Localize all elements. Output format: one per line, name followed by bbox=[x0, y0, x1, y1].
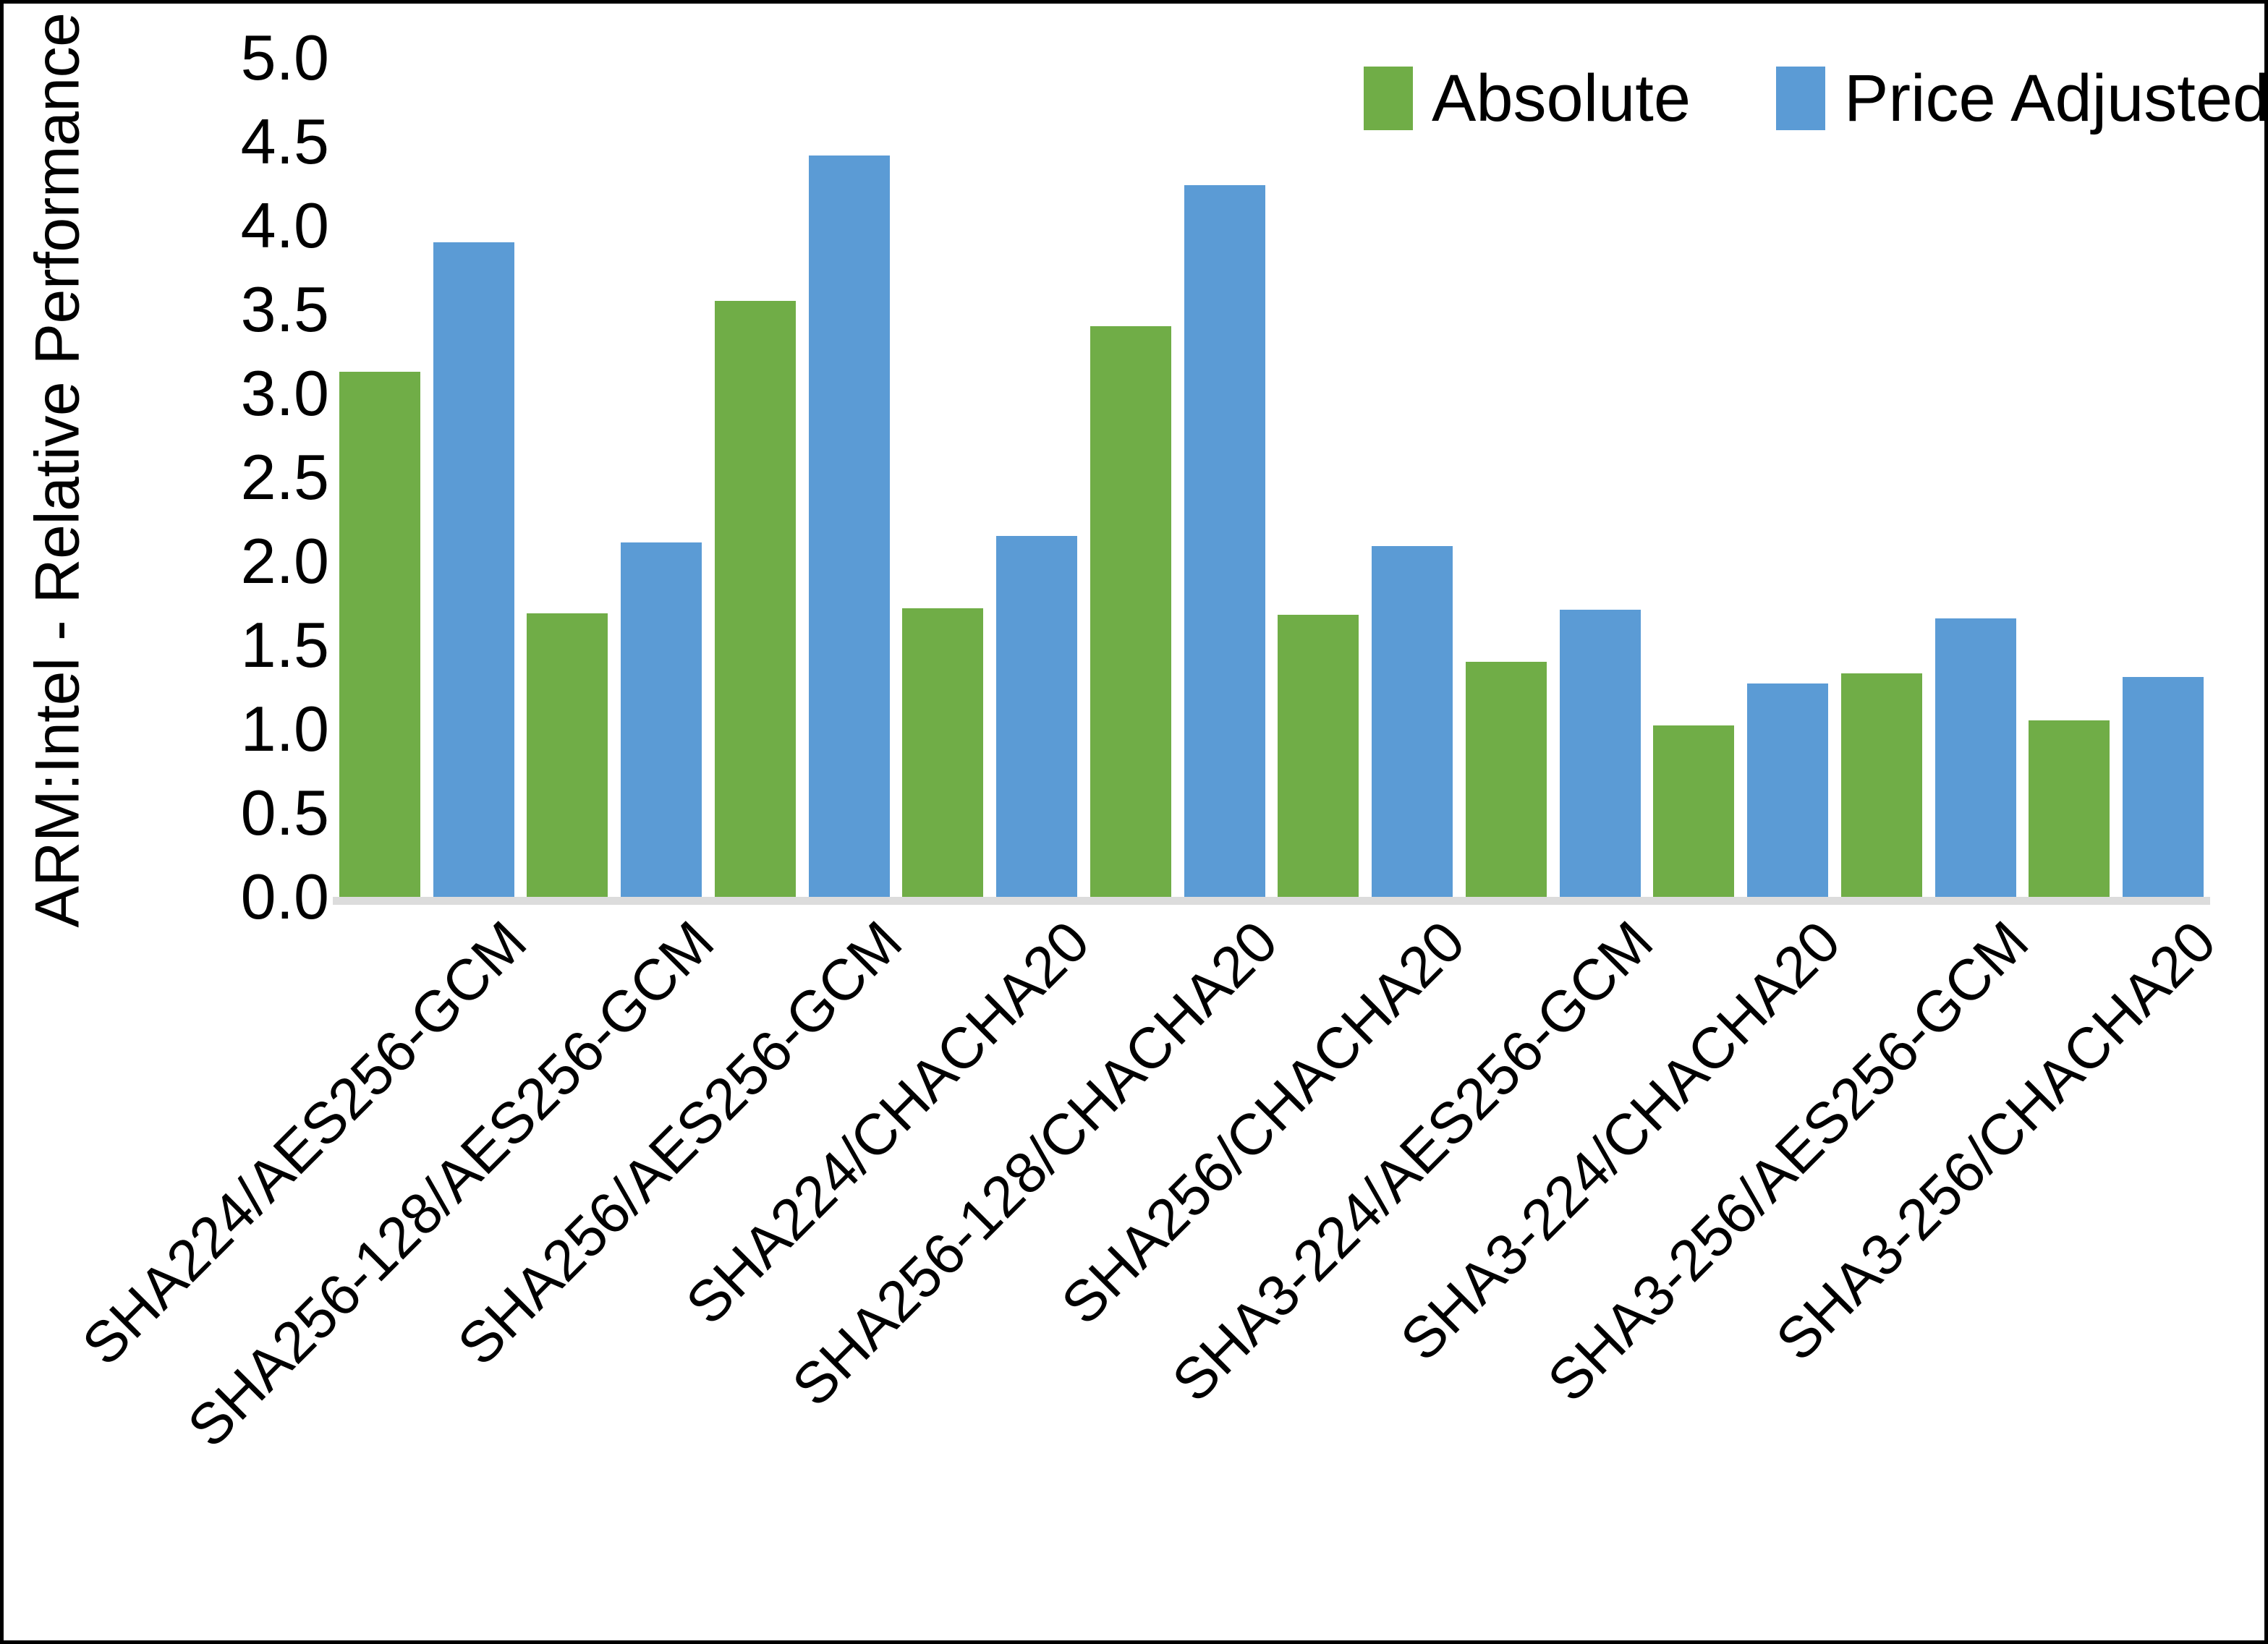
bar-price-adjusted[interactable] bbox=[1372, 546, 1453, 897]
legend-label: Price Adjusted bbox=[1844, 61, 2268, 135]
bar-group bbox=[1835, 58, 2023, 897]
bar-absolute[interactable] bbox=[2029, 720, 2110, 897]
bar-absolute[interactable] bbox=[1840, 673, 1922, 897]
y-axis-tick-label: 4.0 bbox=[240, 189, 329, 261]
bar-absolute[interactable] bbox=[1465, 662, 1547, 897]
bar-absolute[interactable] bbox=[339, 371, 420, 897]
bar-price-adjusted[interactable] bbox=[808, 155, 890, 897]
bar-absolute[interactable] bbox=[902, 608, 984, 897]
y-axis-tick-label: 1.0 bbox=[240, 693, 329, 764]
y-axis-tick-label: 2.5 bbox=[240, 441, 329, 513]
bar-price-adjusted[interactable] bbox=[433, 242, 514, 897]
bar-group bbox=[333, 58, 521, 897]
legend-color-swatch-icon bbox=[1364, 67, 1413, 130]
bar-absolute[interactable] bbox=[1278, 615, 1359, 897]
bar-price-adjusted[interactable] bbox=[2123, 677, 2204, 897]
y-axis-title-container: ARM:Intel - Relative Performance bbox=[4, 4, 112, 937]
bar-group bbox=[708, 58, 896, 897]
y-axis-tick-label: 3.0 bbox=[240, 357, 329, 429]
bar-absolute[interactable] bbox=[714, 301, 796, 897]
x-axis-category-labels: SHA224/AES256-GCM SHA256-128/AES256-GCM SH… bbox=[69, 908, 2227, 1635]
bar-price-adjusted[interactable] bbox=[1184, 185, 1265, 897]
legend-item[interactable]: Price Adjusted bbox=[1776, 65, 2268, 132]
bar-absolute[interactable] bbox=[1653, 725, 1735, 897]
plot-area bbox=[333, 58, 2211, 905]
bar-price-adjusted[interactable] bbox=[1559, 610, 1641, 897]
x-axis-line bbox=[333, 897, 2210, 905]
y-axis-title: ARM:Intel - Relative Performance bbox=[22, 12, 93, 928]
bar-group bbox=[2023, 58, 2211, 897]
bar-price-adjusted[interactable] bbox=[621, 542, 702, 897]
bar-price-adjusted[interactable] bbox=[1934, 618, 2016, 897]
bar-group bbox=[1459, 58, 1647, 897]
bar-absolute[interactable] bbox=[1090, 326, 1171, 897]
chart-legend: Absolute Price Adjusted bbox=[1364, 65, 2268, 132]
y-axis-tick-label: 0.0 bbox=[240, 861, 329, 932]
bar-price-adjusted[interactable] bbox=[1747, 683, 1829, 897]
y-axis-tick-label: 1.5 bbox=[240, 609, 329, 681]
legend-label: Absolute bbox=[1432, 61, 1691, 135]
y-axis-tick-label: 0.5 bbox=[240, 777, 329, 848]
y-axis-tick-label: 3.5 bbox=[240, 273, 329, 345]
y-axis-tick-label: 5.0 bbox=[240, 22, 329, 93]
bar-price-adjusted[interactable] bbox=[996, 536, 1078, 897]
legend-item[interactable]: Absolute bbox=[1364, 65, 1691, 132]
legend-color-swatch-icon bbox=[1776, 67, 1826, 130]
y-axis-tick-label: 4.5 bbox=[240, 106, 329, 177]
bar-group bbox=[1647, 58, 1835, 897]
y-axis-tick-label: 2.0 bbox=[240, 525, 329, 597]
bar-group bbox=[1084, 58, 1272, 897]
bar-group bbox=[896, 58, 1084, 897]
bar-absolute[interactable] bbox=[527, 613, 608, 897]
bar-group bbox=[521, 58, 709, 897]
y-axis-tick-labels: 5.0 4.5 4.0 3.5 3.0 2.5 2.0 1.5 1.0 0.5 0.0 bbox=[184, 4, 329, 937]
bar-group bbox=[1272, 58, 1460, 897]
